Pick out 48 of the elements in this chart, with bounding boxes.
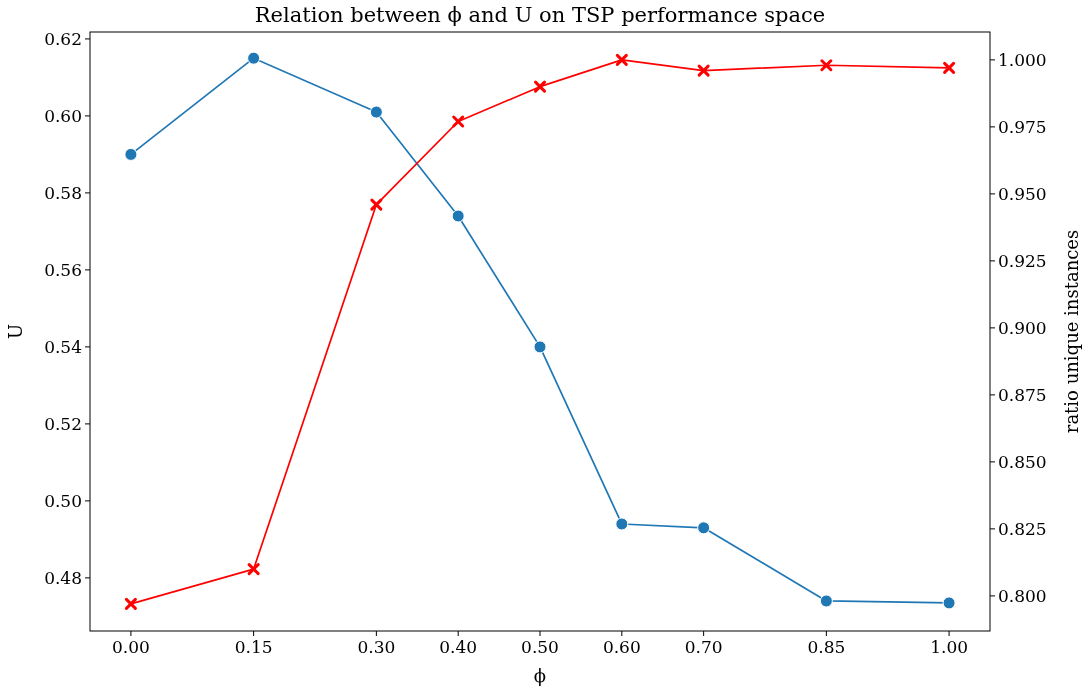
y-tick-label: 0.56	[44, 259, 82, 280]
y2-tick-label: 0.800	[998, 585, 1047, 606]
y-tick-label: 0.52	[44, 413, 82, 434]
y-tick-label: 0.54	[44, 336, 82, 357]
point	[697, 64, 710, 77]
y-tick-label: 0.50	[44, 490, 82, 511]
point	[452, 115, 465, 128]
y-axis-title: U	[5, 323, 26, 340]
point	[533, 340, 547, 354]
point	[247, 51, 261, 65]
y2-tick-label: 0.850	[998, 451, 1047, 472]
x-tick-label: 0.60	[602, 637, 641, 657]
x-tick-label: 0.15	[234, 637, 273, 657]
y2-tick-label: 0.875	[998, 384, 1047, 405]
point	[534, 80, 546, 93]
x-tick-label: 0.70	[684, 637, 723, 657]
point	[124, 147, 138, 161]
chart-title: Relation between ϕ and U on TSP performance space	[254, 3, 826, 27]
y2-tick-label: 0.900	[998, 317, 1047, 338]
y-tick-label: 0.58	[44, 182, 82, 203]
point	[697, 521, 711, 535]
point	[615, 517, 629, 531]
y2-tick-label: 0.925	[998, 250, 1047, 271]
point	[370, 198, 383, 211]
point	[451, 209, 465, 223]
point	[943, 61, 956, 74]
point	[819, 594, 833, 608]
x-tick-label: 0.30	[357, 637, 396, 657]
x-tick-label: 1.00	[930, 637, 969, 657]
point	[369, 105, 383, 119]
x-tick-label: 0.50	[521, 637, 559, 657]
x-axis-title: ϕ	[533, 665, 547, 686]
y-tick-label: 0.60	[44, 105, 82, 126]
x-tick-label: 0.40	[439, 637, 478, 657]
y2-tick-label: 0.950	[998, 183, 1047, 204]
y2-axis-title: ratio unique instances	[1061, 229, 1082, 434]
point	[820, 59, 833, 72]
y-tick-label: 0.62	[44, 28, 82, 49]
x-tick-label: 0.00	[111, 637, 150, 657]
y2-tick-label: 1.000	[998, 49, 1047, 70]
y-tick-label: 0.48	[44, 567, 82, 588]
point	[942, 596, 956, 610]
x-tick-label: 0.85	[807, 637, 846, 657]
point	[124, 597, 137, 610]
y2-tick-label: 0.825	[998, 518, 1047, 539]
point	[247, 563, 260, 576]
point	[615, 53, 628, 66]
y2-tick-label: 0.975	[998, 116, 1047, 137]
